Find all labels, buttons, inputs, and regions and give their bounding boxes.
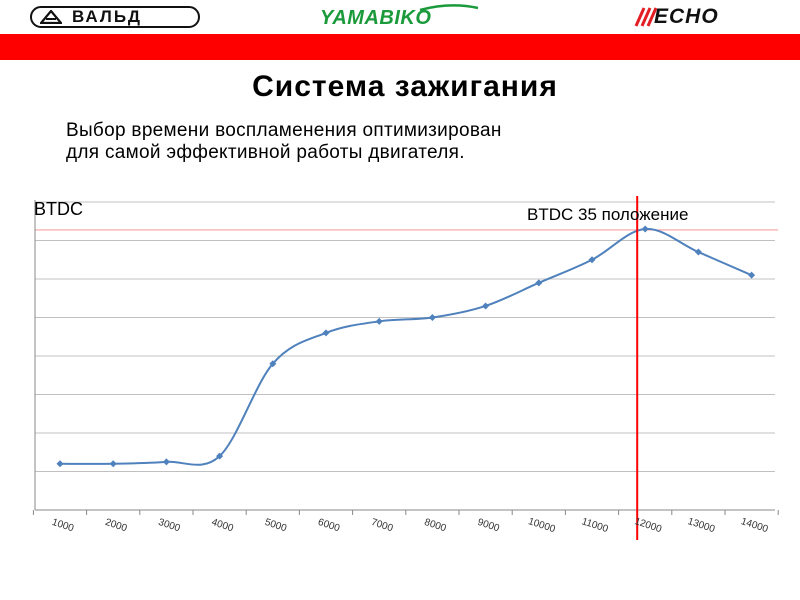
- x-tick-label: 13000: [686, 516, 716, 535]
- x-tick-labels: 1000 2000 3000 4000 5000 6000 7000 8000 9000 1000…: [50, 516, 769, 535]
- data-point: [748, 271, 756, 279]
- data-point: [162, 458, 170, 466]
- x-tick-marks: [32, 510, 779, 515]
- echo-stripes-icon: [634, 7, 658, 27]
- data-point: [482, 302, 490, 310]
- yamabiko-logo: YAMABIKO: [320, 4, 480, 30]
- vald-logo: ВАЛЬД: [30, 6, 200, 28]
- data-point: [109, 460, 117, 468]
- vald-logo-text: ВАЛЬД: [72, 7, 142, 26]
- data-point: [375, 317, 383, 325]
- chart-grid: [35, 201, 775, 472]
- data-point: [641, 225, 649, 233]
- x-tick-label: 10000: [527, 516, 557, 535]
- data-point: [428, 314, 436, 321]
- btdc-chart: BTDC BTDC 35 положение 1000 2000 3000 4000 5…: [32, 196, 779, 540]
- subtitle-line-1: Выбор времени воспламенения оптимизирова…: [66, 120, 502, 141]
- y-axis-label: BTDC: [34, 199, 83, 219]
- subtitle-line-2: для самой эффективной работы двигателя.: [66, 142, 465, 163]
- subtitle: Выбор времени воспламенения оптимизирова…: [66, 120, 766, 164]
- x-tick-label: 11000: [580, 516, 610, 535]
- x-tick-label: 6000: [316, 517, 341, 534]
- yamabiko-logo-text: YAMABIKO: [320, 7, 432, 29]
- x-tick-label: 3000: [157, 517, 182, 534]
- data-point: [216, 452, 224, 460]
- data-point: [694, 248, 702, 256]
- btdc-annotation: BTDC 35 положение: [527, 205, 688, 224]
- echo-logo-text: ECHO: [654, 5, 719, 28]
- x-tick-label: 14000: [739, 516, 769, 535]
- x-tick-label: 5000: [263, 517, 288, 534]
- x-tick-label: 7000: [370, 517, 395, 534]
- yamabiko-swoosh-icon: [419, 4, 479, 12]
- data-point: [269, 360, 277, 368]
- data-point: [56, 460, 64, 468]
- red-header-band: [0, 34, 800, 60]
- data-point: [322, 329, 330, 337]
- x-tick-label: 2000: [104, 517, 129, 534]
- page-title: Система зажигания: [252, 70, 558, 103]
- data-point: [588, 256, 596, 264]
- x-tick-label: 4000: [210, 517, 235, 534]
- data-point: [535, 279, 543, 287]
- logo-bar: ВАЛЬД YAMABIKO ECHO: [0, 0, 800, 34]
- echo-logo: ECHO: [632, 5, 772, 29]
- x-tick-label: 8000: [423, 517, 448, 534]
- data-points: [56, 225, 756, 468]
- vald-triangle-icon: [40, 10, 62, 24]
- x-tick-label: 1000: [50, 517, 75, 534]
- x-tick-label: 9000: [476, 517, 501, 534]
- series-line: [59, 227, 752, 466]
